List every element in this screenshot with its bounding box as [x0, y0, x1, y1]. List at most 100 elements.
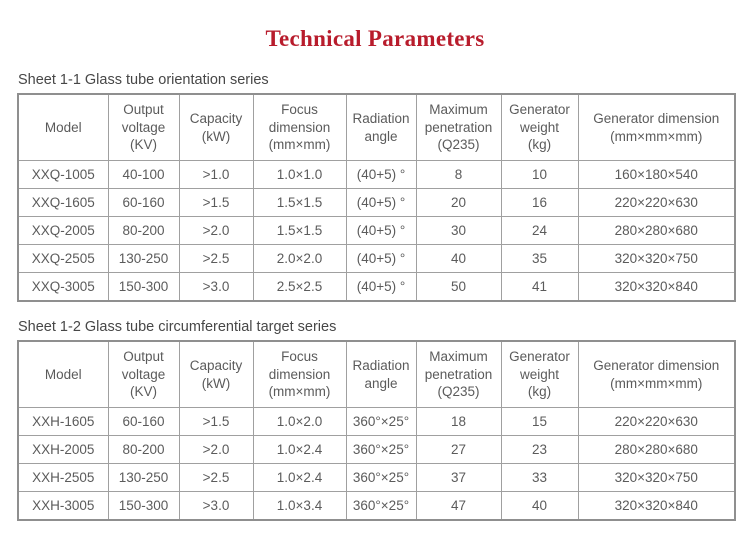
table-cell: 40-100 — [107, 160, 180, 189]
column-header-max-penetration: Maximum penetration (Q235) — [415, 93, 502, 161]
table-header-row: Model Output voltage (KV) Capacity (kW) … — [17, 340, 736, 408]
table-cell: 1.0×1.0 — [252, 160, 347, 189]
table-cell: 60-160 — [107, 188, 180, 217]
column-header-capacity: Capacity (kW) — [178, 93, 254, 161]
table-cell: 150-300 — [107, 272, 180, 302]
table-cell: >1.5 — [178, 188, 254, 217]
table-cell: 320×320×840 — [577, 491, 736, 521]
table-cell: XXH-2505 — [17, 463, 109, 492]
column-header-max-penetration: Maximum penetration (Q235) — [415, 340, 502, 408]
table-cell: (40+5) ° — [345, 272, 417, 302]
table-cell: XXQ-2505 — [17, 244, 109, 273]
table-cell: >2.5 — [178, 244, 254, 273]
table-cell: 50 — [415, 272, 502, 302]
column-header-generator-dimension: Generator dimension (mm×mm×mm) — [577, 340, 736, 408]
table-cell: 27 — [415, 435, 502, 464]
table-cell: 8 — [415, 160, 502, 189]
table2-header: Model Output voltage (KV) Capacity (kW) … — [17, 340, 736, 408]
table-cell: 16 — [500, 188, 579, 217]
table-cell: 60-160 — [107, 407, 180, 436]
table-cell: >2.0 — [178, 435, 254, 464]
table-row: XXH-2505 130-250 >2.5 1.0×2.4 360°×25° 37 33 32… — [17, 463, 736, 492]
table-row: XXQ-3005 150-300 >3.0 2.5×2.5 (40+5) ° 50 41 32… — [17, 272, 736, 302]
column-header-radiation-angle: Radiation angle — [345, 340, 417, 408]
table-cell: 220×220×630 — [577, 188, 736, 217]
table-cell: 280×280×680 — [577, 216, 736, 245]
table-cell: 40 — [500, 491, 579, 521]
table-cell: 80-200 — [107, 216, 180, 245]
column-header-radiation-angle: Radiation angle — [345, 93, 417, 161]
table-cell: 1.0×2.0 — [252, 407, 347, 436]
glass-tube-circumferential-table: Model Output voltage (KV) Capacity (kW) … — [17, 340, 736, 521]
table-cell: 1.0×2.4 — [252, 435, 347, 464]
table-cell: 35 — [500, 244, 579, 273]
table-cell: >1.5 — [178, 407, 254, 436]
table-cell: 47 — [415, 491, 502, 521]
table-cell: 1.5×1.5 — [252, 216, 347, 245]
table-header-row: Model Output voltage (KV) Capacity (kW) … — [17, 93, 736, 161]
table-cell: 33 — [500, 463, 579, 492]
table-cell: 37 — [415, 463, 502, 492]
table1-header: Model Output voltage (KV) Capacity (kW) … — [17, 93, 736, 161]
table2-caption: Sheet 1-2 Glass tube circumferential tar… — [18, 319, 337, 335]
column-header-output-voltage: Output voltage (KV) — [107, 93, 180, 161]
table-row: XXQ-1005 40-100 >1.0 1.0×1.0 (40+5) ° 8 10 160×… — [17, 160, 736, 189]
table-cell: 15 — [500, 407, 579, 436]
table-cell: (40+5) ° — [345, 216, 417, 245]
column-header-generator-weight: Generator weight (kg) — [500, 93, 579, 161]
table-cell: 360°×25° — [345, 435, 417, 464]
table-cell: >2.5 — [178, 463, 254, 492]
table-cell: 1.0×3.4 — [252, 491, 347, 521]
table-cell: 280×280×680 — [577, 435, 736, 464]
table-row: XXH-1605 60-160 >1.5 1.0×2.0 360°×25° 18 15 220… — [17, 407, 736, 436]
table-cell: 1.5×1.5 — [252, 188, 347, 217]
table-cell: 23 — [500, 435, 579, 464]
glass-tube-orientation-table: Model Output voltage (KV) Capacity (kW) … — [17, 93, 736, 302]
table-cell: XXQ-1005 — [17, 160, 109, 189]
table-cell: (40+5) ° — [345, 244, 417, 273]
table-cell: (40+5) ° — [345, 160, 417, 189]
table-cell: 150-300 — [107, 491, 180, 521]
table-row: XXQ-1605 60-160 >1.5 1.5×1.5 (40+5) ° 20 16 220… — [17, 188, 736, 217]
table-row: XXH-2005 80-200 >2.0 1.0×2.4 360°×25° 27 23 280… — [17, 435, 736, 464]
table-cell: 30 — [415, 216, 502, 245]
page-title: Technical Parameters — [265, 26, 485, 51]
table1-body: XXQ-1005 40-100 >1.0 1.0×1.0 (40+5) ° 8 10 160×… — [17, 160, 736, 302]
table-cell: 2.5×2.5 — [252, 272, 347, 302]
table2-body: XXH-1605 60-160 >1.5 1.0×2.0 360°×25° 18 15 220… — [17, 407, 736, 521]
table-cell: XXH-3005 — [17, 491, 109, 521]
table-cell: >3.0 — [178, 272, 254, 302]
table-cell: 160×180×540 — [577, 160, 736, 189]
column-header-focus-dimension: Focus dimension (mm×mm) — [252, 93, 347, 161]
table-cell: 320×320×840 — [577, 272, 736, 302]
table-row: XXH-3005 150-300 >3.0 1.0×3.4 360°×25° 47 40 32… — [17, 491, 736, 521]
table-cell: 24 — [500, 216, 579, 245]
table-cell: 20 — [415, 188, 502, 217]
table-cell: 360°×25° — [345, 491, 417, 521]
table-row: XXQ-2505 130-250 >2.5 2.0×2.0 (40+5) ° 40 35 32… — [17, 244, 736, 273]
table-cell: (40+5) ° — [345, 188, 417, 217]
column-header-generator-dimension: Generator dimension (mm×mm×mm) — [577, 93, 736, 161]
table-cell: XXH-1605 — [17, 407, 109, 436]
table-cell: 10 — [500, 160, 579, 189]
column-header-model: Model — [17, 340, 109, 408]
table-cell: >3.0 — [178, 491, 254, 521]
table-cell: XXQ-3005 — [17, 272, 109, 302]
table-cell: 320×320×750 — [577, 244, 736, 273]
table-cell: 1.0×2.4 — [252, 463, 347, 492]
table-cell: 220×220×630 — [577, 407, 736, 436]
column-header-output-voltage: Output voltage (KV) — [107, 340, 180, 408]
table-cell: 130-250 — [107, 244, 180, 273]
column-header-generator-weight: Generator weight (kg) — [500, 340, 579, 408]
table1-caption: Sheet 1-1 Glass tube orientation series — [18, 72, 269, 88]
table-cell: 80-200 — [107, 435, 180, 464]
column-header-capacity: Capacity (kW) — [178, 340, 254, 408]
table-cell: 130-250 — [107, 463, 180, 492]
table-cell: 18 — [415, 407, 502, 436]
table-cell: >1.0 — [178, 160, 254, 189]
table-row: XXQ-2005 80-200 >2.0 1.5×1.5 (40+5) ° 30 24 280… — [17, 216, 736, 245]
table-cell: XXQ-2005 — [17, 216, 109, 245]
table-cell: 40 — [415, 244, 502, 273]
table-cell: XXH-2005 — [17, 435, 109, 464]
